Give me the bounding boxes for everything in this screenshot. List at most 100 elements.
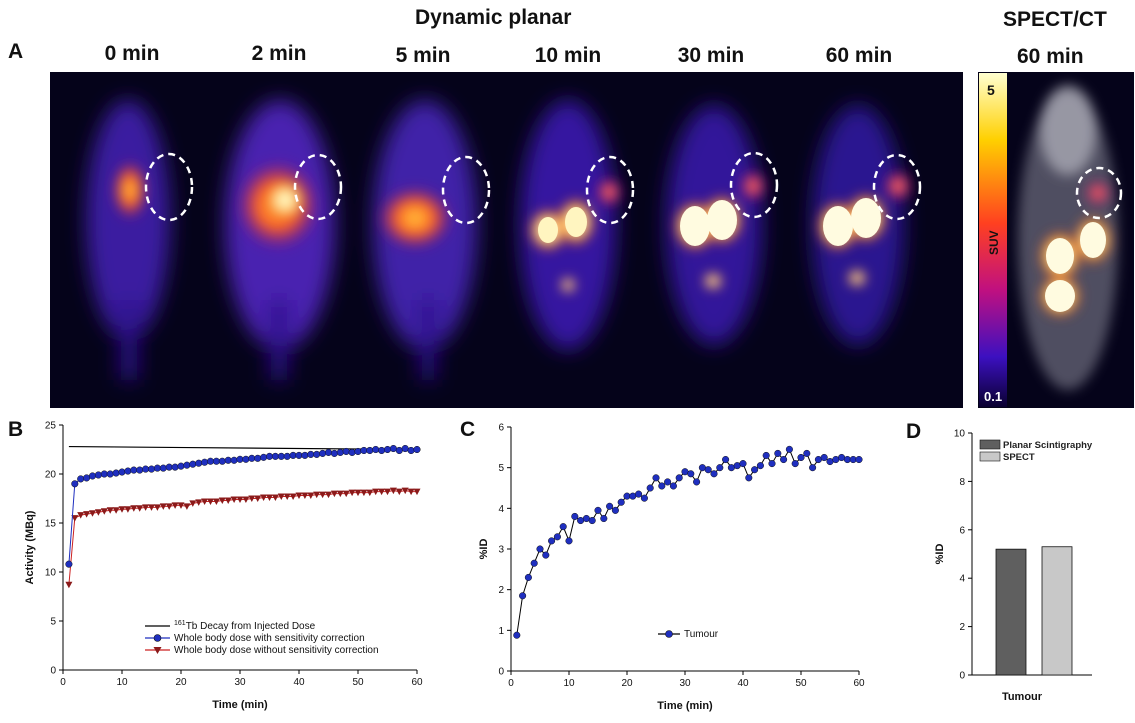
tumour-point bbox=[751, 466, 759, 474]
nosens-point bbox=[313, 491, 321, 499]
nosens-point bbox=[242, 496, 250, 503]
tumour-point bbox=[722, 455, 730, 464]
sens-point bbox=[283, 452, 291, 460]
legend-decay-text: 161Tb Decay from Injected Dose bbox=[174, 620, 316, 632]
nosens-point bbox=[94, 509, 102, 516]
frame-label-0: 0 min bbox=[104, 42, 160, 65]
colorbar-min-label: 0.1 bbox=[984, 389, 1002, 404]
sens-point bbox=[265, 452, 274, 460]
tumour-point bbox=[606, 502, 614, 510]
sens-point bbox=[77, 475, 85, 483]
sens-point bbox=[389, 444, 397, 453]
spect-kidney-left bbox=[1046, 238, 1074, 274]
sens-point bbox=[378, 446, 386, 455]
chart-c-ylabel: %ID bbox=[478, 539, 490, 560]
chart-c-ytick-label: 5 bbox=[498, 463, 504, 474]
sens-point bbox=[230, 456, 238, 464]
sens-point bbox=[106, 470, 114, 478]
nosens-point bbox=[77, 512, 85, 519]
chart-b-ytick-label: 10 bbox=[45, 568, 57, 579]
chart-b-xtick-label: 0 bbox=[60, 677, 66, 688]
nosens-point bbox=[71, 515, 79, 522]
nosens-point bbox=[266, 494, 273, 502]
tumour-point bbox=[640, 494, 648, 502]
tumour-point bbox=[762, 451, 770, 460]
legend-planar-text: Planar Scintigraphy bbox=[1003, 440, 1093, 451]
legend-planar-swatch bbox=[979, 439, 1001, 450]
nosens-point bbox=[248, 495, 256, 502]
tumour-point bbox=[553, 533, 561, 541]
panel-a-label: A bbox=[8, 40, 24, 63]
tumour-point bbox=[710, 470, 718, 478]
spect-kidney-right bbox=[1080, 222, 1106, 258]
nosens-point bbox=[89, 510, 96, 517]
tumour-point bbox=[617, 498, 625, 506]
sens-point bbox=[395, 446, 403, 455]
tumour-point bbox=[774, 449, 782, 457]
series-decay-line bbox=[68, 445, 418, 451]
nosens-point bbox=[153, 504, 161, 511]
nosens-point bbox=[413, 488, 421, 496]
nosens-point bbox=[336, 490, 344, 498]
nosens-point bbox=[330, 490, 338, 498]
frame-label-5: 60 min bbox=[825, 44, 893, 67]
chart-d-ytick-label: 0 bbox=[959, 671, 965, 682]
chart-c-xtick-label: 30 bbox=[679, 678, 691, 689]
tumour-point bbox=[820, 453, 828, 462]
chart-c-xtick-label: 20 bbox=[621, 678, 633, 689]
sens-point bbox=[401, 444, 409, 453]
sens-point bbox=[94, 471, 102, 479]
tumour-point bbox=[658, 482, 666, 490]
nosens-point bbox=[124, 506, 132, 513]
tumour-point bbox=[565, 537, 573, 545]
nosens-point bbox=[148, 504, 155, 511]
tumour-point bbox=[785, 445, 793, 453]
planar-background bbox=[50, 72, 963, 408]
nosens-point bbox=[136, 505, 144, 512]
sens-point bbox=[112, 469, 120, 477]
tumour-point bbox=[780, 455, 788, 464]
nosens-point bbox=[295, 492, 303, 500]
nosens-point bbox=[177, 502, 185, 509]
nosens-point bbox=[389, 487, 397, 495]
chart-b-xtick-label: 10 bbox=[116, 677, 128, 688]
sens-point bbox=[307, 450, 315, 458]
sens-point bbox=[136, 466, 144, 474]
legend-nosens-swatch-marker bbox=[153, 647, 162, 654]
sens-point bbox=[271, 452, 279, 460]
nosens-point bbox=[183, 503, 191, 510]
nosens-point bbox=[189, 500, 197, 507]
spect-title: SPECT/CT bbox=[1003, 8, 1107, 31]
tumour-point bbox=[693, 478, 701, 486]
nosens-point bbox=[283, 493, 291, 501]
frame-label-3: 10 min bbox=[534, 44, 602, 67]
sens-point bbox=[407, 446, 415, 455]
tumour-point bbox=[635, 490, 643, 498]
chart-b-xtick-label: 30 bbox=[234, 677, 246, 688]
sens-point bbox=[277, 452, 285, 460]
chart-d-comparison: 0 2 4 6 8 10 Tumour %ID Planar Scintigraphy S… bbox=[934, 429, 1093, 704]
chart-b-xtick-label: 40 bbox=[293, 677, 305, 688]
nosens-point bbox=[83, 511, 91, 518]
sens-point bbox=[124, 467, 132, 475]
sens-point bbox=[301, 451, 309, 459]
sens-point bbox=[324, 448, 333, 456]
chart-d-ytick-label: 2 bbox=[959, 622, 965, 633]
panel-b-label: B bbox=[8, 418, 24, 441]
nosens-point bbox=[407, 488, 415, 496]
tumour-point bbox=[513, 631, 521, 639]
tumour-point bbox=[542, 551, 550, 559]
nosens-point bbox=[325, 491, 332, 499]
legend-spect-swatch bbox=[979, 451, 1001, 462]
nosens-point bbox=[366, 489, 374, 497]
sens-point bbox=[336, 448, 344, 456]
nosens-point bbox=[319, 491, 327, 499]
sens-point bbox=[372, 445, 380, 454]
nosens-point bbox=[65, 581, 73, 589]
nosens-point bbox=[100, 508, 108, 515]
nosens-point bbox=[218, 497, 226, 504]
tumour-point bbox=[745, 474, 753, 482]
tumour-point bbox=[594, 506, 602, 514]
tumour-point bbox=[524, 573, 532, 582]
sens-point bbox=[100, 470, 108, 478]
